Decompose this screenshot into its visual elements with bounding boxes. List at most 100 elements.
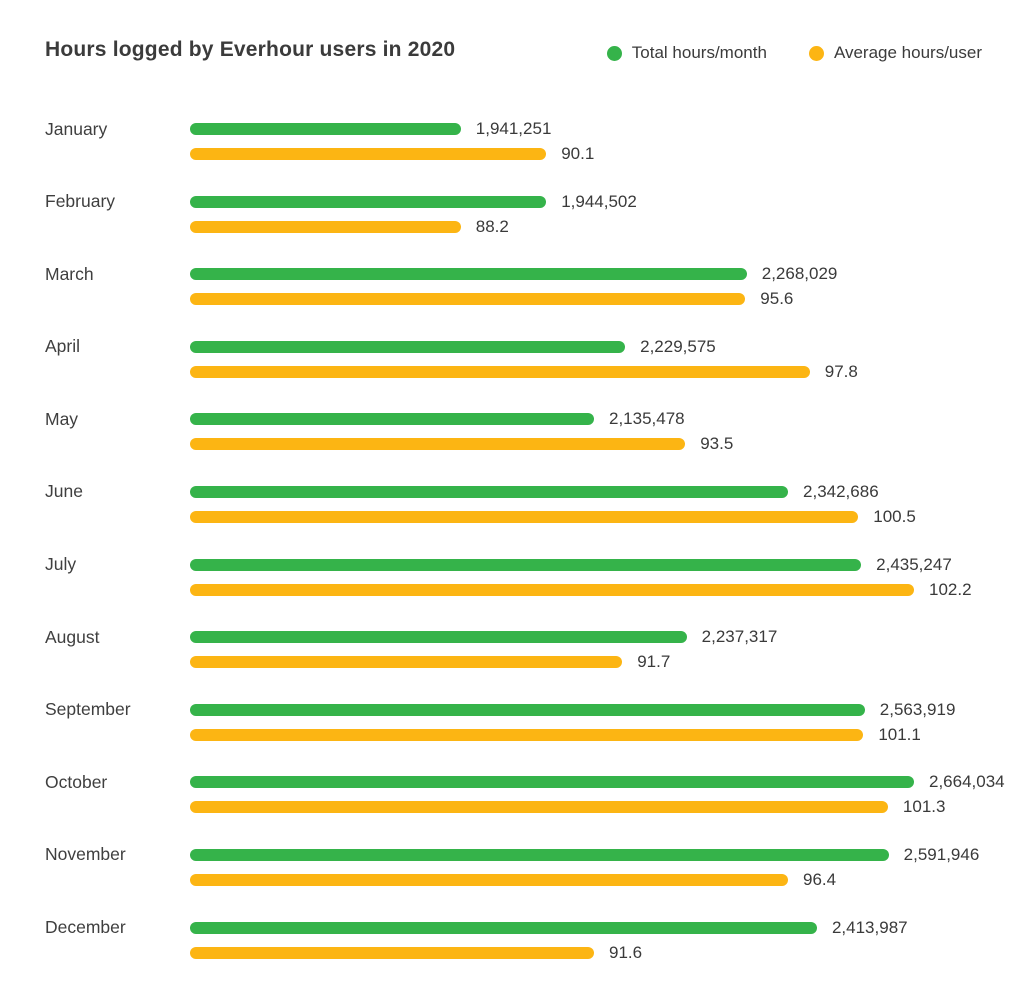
chart-rows: January 1,941,251 90.1 February 1,944,502 88.… — [0, 118, 1024, 994]
average-hours-bar-line: 88.2 — [190, 217, 914, 236]
average-hours-value: 96.4 — [803, 869, 837, 889]
total-hours-value: 2,591,946 — [903, 844, 980, 864]
total-hours-bar — [190, 340, 626, 353]
total-hours-value: 2,413,987 — [831, 917, 908, 937]
month-label: May — [45, 408, 79, 429]
total-hours-bar-line: 1,944,502 — [190, 192, 914, 211]
total-hours-bar-line: 2,591,946 — [190, 845, 979, 864]
month-label: February — [45, 191, 116, 212]
month-row-august: August 2,237,317 91.7 — [0, 626, 1024, 704]
month-label: August — [45, 626, 100, 647]
average-hours-bar — [190, 510, 859, 523]
bar-group: 2,268,029 95.6 — [190, 264, 914, 308]
average-hours-value: 101.3 — [902, 797, 946, 817]
chart-title: Hours logged by Everhour users in 2020 — [45, 38, 456, 61]
legend-label-total: Total hours/month — [631, 43, 767, 62]
bar-group: 2,229,575 97.8 — [190, 337, 914, 381]
total-hours-bar — [190, 485, 789, 498]
average-hours-value: 90.1 — [561, 144, 595, 163]
total-hours-bar-line: 2,435,247 — [190, 555, 952, 574]
total-hours-value: 1,944,502 — [561, 191, 637, 211]
average-hours-bar — [190, 801, 888, 814]
total-hours-value: 1,941,251 — [475, 119, 552, 138]
legend-item-total: Total hours/month — [606, 43, 767, 63]
average-hours-bar-line: 102.2 — [190, 580, 972, 599]
average-hours-bar — [190, 656, 623, 669]
average-hours-bar-line: 93.5 — [190, 434, 914, 453]
month-label: March — [45, 263, 94, 284]
month-row-march: March 2,268,029 95.6 — [0, 263, 1024, 341]
total-hours-bar — [190, 848, 889, 861]
bar-group: 2,413,987 91.6 — [190, 918, 914, 962]
total-hours-bar-line: 2,237,317 — [190, 627, 914, 646]
average-hours-bar — [190, 220, 461, 233]
total-hours-legend-dot-icon — [606, 45, 622, 61]
average-hours-bar — [190, 946, 594, 959]
month-row-june: June 2,342,686 100.5 — [0, 481, 1024, 559]
total-hours-bar-line: 2,563,919 — [190, 700, 955, 719]
total-hours-value: 2,435,247 — [876, 554, 952, 574]
bar-group: 2,435,247 102.2 — [190, 555, 972, 599]
total-hours-value: 2,342,686 — [803, 481, 879, 501]
legend-label-average: Average hours/user — [833, 43, 982, 62]
average-hours-value: 100.5 — [873, 506, 916, 526]
average-hours-bar-line: 100.5 — [190, 507, 916, 526]
month-label: April — [45, 336, 81, 357]
total-hours-bar-line: 2,135,478 — [190, 409, 914, 428]
total-hours-bar-line: 2,342,686 — [190, 482, 914, 501]
average-hours-value: 101.1 — [878, 724, 921, 744]
month-label: September — [45, 699, 131, 720]
month-row-april: April 2,229,575 97.8 — [0, 336, 1024, 414]
average-hours-bar — [190, 728, 864, 741]
month-row-july: July 2,435,247 102.2 — [0, 554, 1024, 632]
month-row-september: September 2,563,919 101.1 — [0, 699, 1024, 777]
total-hours-bar-line: 2,268,029 — [190, 264, 914, 283]
month-row-december: December 2,413,987 91.6 — [0, 917, 1024, 994]
bar-group: 2,237,317 91.7 — [190, 627, 914, 671]
total-hours-bar — [190, 558, 862, 571]
average-hours-bar — [190, 873, 789, 886]
bar-group: 2,135,478 93.5 — [190, 409, 914, 453]
bar-group: 2,342,686 100.5 — [190, 482, 916, 526]
total-hours-bar-line: 2,664,034 — [190, 772, 1005, 791]
total-hours-value: 2,664,034 — [929, 772, 1005, 792]
average-hours-bar-line: 91.7 — [190, 652, 914, 671]
bar-group: 2,563,919 101.1 — [190, 700, 955, 744]
month-label: July — [45, 554, 77, 575]
average-hours-value: 97.8 — [824, 361, 858, 381]
bar-group: 2,591,946 96.4 — [190, 845, 979, 889]
total-hours-bar-line: 2,413,987 — [190, 918, 914, 937]
legend: Total hours/month Average hours/user — [606, 43, 982, 63]
month-row-january: January 1,941,251 90.1 — [0, 118, 1024, 196]
total-hours-bar — [190, 268, 747, 281]
average-hours-bar-line: 101.3 — [190, 797, 945, 816]
average-hours-legend-dot-icon — [808, 45, 824, 61]
month-label: October — [45, 771, 108, 792]
average-hours-bar — [190, 293, 746, 306]
average-hours-bar — [190, 365, 810, 378]
average-hours-bar — [190, 438, 686, 451]
total-hours-value: 2,237,317 — [701, 627, 778, 647]
month-label: January — [45, 118, 108, 139]
average-hours-bar-line: 97.8 — [190, 362, 914, 381]
average-hours-bar-line: 90.1 — [190, 144, 914, 163]
total-hours-bar — [190, 921, 817, 934]
bar-group: 1,941,251 90.1 — [190, 119, 914, 163]
total-hours-bar — [190, 631, 687, 644]
average-hours-bar-line: 91.6 — [190, 943, 914, 962]
average-hours-bar-line: 96.4 — [190, 870, 914, 889]
total-hours-bar-line: 1,941,251 — [190, 119, 914, 138]
total-hours-value: 2,135,478 — [608, 409, 685, 429]
bar-group: 1,944,502 88.2 — [190, 192, 914, 236]
total-hours-value: 2,563,919 — [879, 699, 956, 719]
total-hours-bar — [190, 776, 914, 789]
bar-group: 2,664,034 101.3 — [190, 772, 1005, 816]
total-hours-bar — [190, 703, 865, 716]
average-hours-value: 95.6 — [760, 289, 794, 309]
average-hours-value: 91.6 — [608, 942, 643, 962]
total-hours-bar — [190, 413, 594, 426]
average-hours-value: 88.2 — [475, 216, 509, 236]
month-label: November — [45, 844, 126, 865]
average-hours-bar-line: 101.1 — [190, 725, 921, 744]
average-hours-value: 102.2 — [929, 579, 972, 599]
